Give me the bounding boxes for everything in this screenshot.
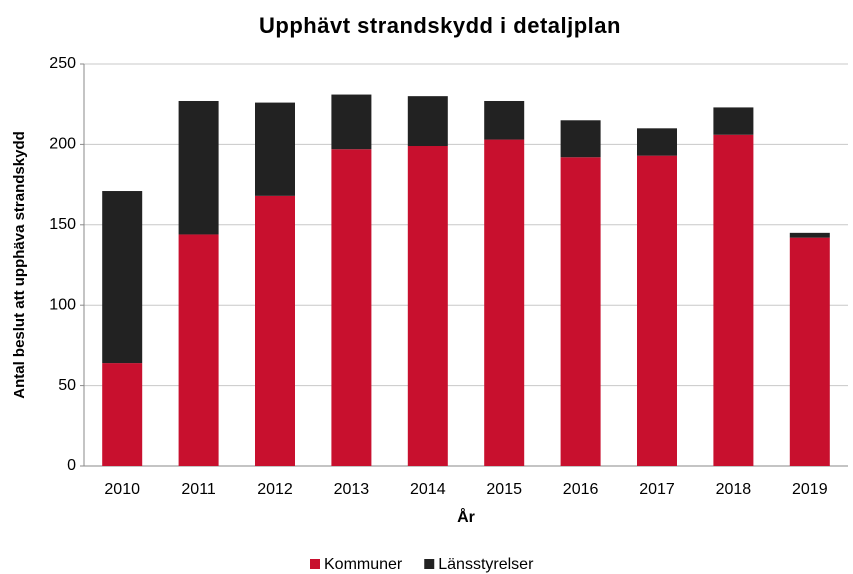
y-tick-label: 150	[49, 216, 76, 233]
y-tick-label: 50	[58, 377, 76, 394]
y-tick-label: 250	[49, 55, 76, 72]
y-tick-label: 200	[49, 136, 76, 153]
x-tick-label: 2017	[639, 481, 675, 498]
bar-segment	[484, 100, 525, 140]
bar-segment	[178, 234, 219, 466]
y-axis-label: Antal beslut att upphäva strandskydd	[11, 131, 28, 399]
bar-segment	[178, 100, 219, 235]
y-tick-label: 0	[67, 457, 76, 474]
x-tick-label: 2019	[792, 481, 828, 498]
bar-segment	[789, 237, 830, 466]
bar-segment	[255, 102, 295, 196]
legend-label: Kommuner	[324, 556, 403, 573]
bar-segment	[407, 96, 448, 147]
chart-title: Upphävt strandskydd i detaljplan	[259, 13, 621, 38]
bar-segment	[637, 155, 677, 466]
bar-segment	[331, 94, 372, 150]
bar-segment	[789, 232, 830, 238]
x-tick-label: 2013	[334, 481, 370, 498]
y-tick-label: 100	[49, 296, 76, 313]
legend-label: Länsstyrelser	[438, 556, 534, 573]
x-tick-label: 2014	[410, 481, 446, 498]
bar-segment	[560, 157, 601, 466]
bar-segment	[484, 139, 525, 467]
bar-segment	[560, 120, 601, 158]
x-tick-label: 2010	[104, 481, 140, 498]
x-tick-label: 2018	[716, 481, 752, 498]
x-tick-label: 2012	[257, 481, 293, 498]
legend-swatch	[424, 559, 435, 569]
x-axis-label: År	[457, 507, 475, 526]
bar-segment	[407, 146, 448, 466]
bar-segment	[637, 128, 677, 156]
bar-segment	[102, 191, 143, 364]
bar-segment	[713, 134, 754, 466]
bar-segment	[331, 149, 372, 466]
bar-segment	[102, 363, 143, 466]
x-tick-label: 2011	[181, 481, 216, 498]
x-tick-label: 2015	[486, 481, 522, 498]
x-tick-label: 2016	[563, 481, 599, 498]
bar-segment	[255, 195, 295, 466]
legend-swatch	[310, 559, 320, 569]
bar-segment	[713, 107, 754, 135]
